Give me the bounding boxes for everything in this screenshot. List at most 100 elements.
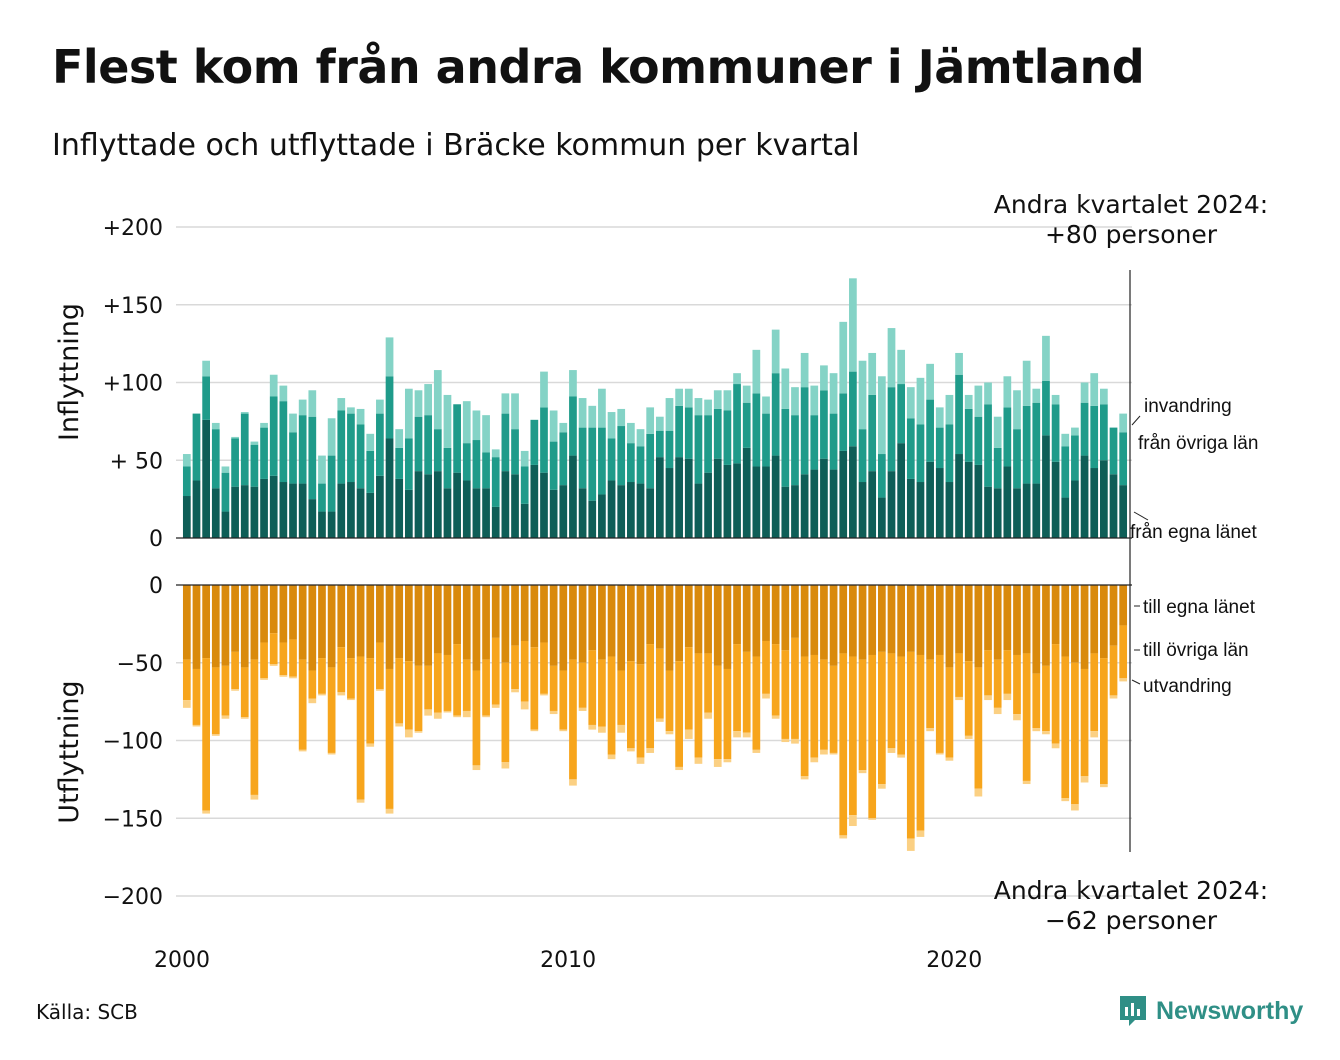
bar-in-immigration	[395, 429, 404, 448]
bar-out-other-counties	[791, 637, 799, 739]
bar-out-emigration	[742, 732, 751, 738]
bar-out-own-county	[849, 585, 857, 657]
bar-out-other-counties	[1022, 653, 1031, 781]
bar-out-other-counties	[318, 658, 326, 694]
bar-in-own-county	[897, 443, 906, 538]
bar-in-immigration	[684, 388, 693, 408]
bar-out-own-county	[810, 585, 819, 655]
bar-in-other-counties	[356, 424, 365, 489]
bar-out-own-county	[1003, 585, 1012, 651]
inflow-annotation-line1: Andra kvartalet 2024:	[994, 190, 1268, 219]
bar-in-other-counties	[1013, 429, 1021, 489]
newsworthy-icon	[1120, 996, 1146, 1026]
bar-out-other-counties	[414, 665, 423, 732]
bar-in-own-county	[655, 457, 664, 538]
bar-out-own-county	[414, 585, 423, 666]
bar-out-emigration	[887, 748, 896, 753]
bar-out-other-counties	[868, 654, 877, 819]
outflow-axis-title: Utflyttning	[54, 680, 85, 823]
bar-in-immigration	[443, 394, 452, 448]
bar-in-own-county	[849, 446, 857, 538]
bar-in-other-counties	[655, 430, 664, 458]
bar-out-other-counties	[404, 661, 413, 730]
bar-in-immigration	[318, 455, 326, 484]
bar-in-own-county	[887, 471, 896, 538]
bar-in-immigration	[1080, 382, 1089, 403]
bar-in-immigration	[231, 436, 239, 439]
bar-out-own-county	[723, 585, 732, 669]
bar-in-other-counties	[820, 390, 828, 459]
bar-out-emigration	[993, 707, 1002, 715]
bar-in-own-county	[491, 506, 500, 538]
bar-out-emigration	[684, 729, 693, 739]
bar-out-other-counties	[298, 659, 307, 750]
bar-out-emigration	[202, 810, 210, 814]
bar-in-immigration	[723, 390, 732, 411]
bar-out-other-counties	[472, 670, 481, 766]
bar-in-immigration	[935, 407, 944, 428]
axis-ticks: 0 + 50 +100 +150 +200 0 −50 −100 −150 −200 2000 201…	[103, 216, 983, 973]
bar-out-emigration	[877, 784, 886, 789]
bar-out-emigration	[559, 729, 568, 732]
y-tick-label: +100	[103, 372, 163, 397]
bar-in-other-counties	[607, 438, 616, 481]
bar-in-immigration	[1061, 433, 1070, 447]
bar-in-other-counties	[260, 427, 268, 479]
bar-out-emigration	[752, 749, 761, 753]
bar-in-other-counties	[182, 466, 191, 497]
bar-out-other-counties	[1119, 625, 1128, 679]
x-tick-label: 2020	[926, 948, 982, 973]
bar-in-own-county	[192, 480, 201, 538]
bar-in-immigration	[820, 365, 828, 391]
bar-out-other-counties	[984, 650, 992, 696]
bar-in-immigration	[1032, 388, 1041, 403]
bar-out-own-county	[1013, 585, 1021, 655]
bar-out-other-counties	[964, 661, 973, 736]
bar-in-immigration	[858, 360, 867, 430]
bar-in-own-county	[800, 474, 809, 538]
bar-in-other-counties	[240, 413, 249, 486]
bar-in-other-counties	[530, 419, 539, 465]
bar-out-other-counties	[1032, 673, 1041, 729]
bar-in-own-county	[974, 464, 983, 538]
bar-in-immigration	[298, 399, 307, 416]
bar-in-other-counties	[501, 413, 510, 472]
bar-in-own-county	[511, 474, 519, 538]
bar-out-own-county	[404, 585, 413, 662]
bar-out-emigration	[472, 765, 481, 771]
bar-out-other-counties	[569, 659, 577, 780]
bar-in-other-counties	[1022, 405, 1031, 484]
bar-out-emigration	[945, 757, 954, 761]
bar-out-emigration	[636, 757, 645, 764]
bar-in-other-counties	[1003, 407, 1012, 467]
bar-out-emigration	[347, 698, 355, 701]
bar-out-other-counties	[453, 644, 461, 716]
bar-in-other-counties	[337, 410, 346, 484]
bar-in-immigration	[1042, 335, 1050, 381]
bar-out-own-county	[945, 585, 954, 668]
bar-in-immigration	[800, 352, 809, 388]
bar-in-immigration	[202, 360, 210, 377]
bar-out-own-county	[771, 585, 780, 645]
bar-in-other-counties	[598, 427, 606, 495]
bar-out-own-county	[1071, 585, 1079, 663]
bar-in-other-counties	[906, 418, 915, 479]
bar-in-other-counties	[318, 483, 326, 512]
bar-in-immigration	[1013, 390, 1021, 430]
bar-in-immigration	[1051, 394, 1060, 405]
bar-in-own-county	[926, 461, 934, 538]
bar-in-immigration	[839, 321, 848, 394]
bar-out-emigration	[327, 752, 336, 755]
leader-fran-egna-lanet	[1133, 511, 1149, 521]
bar-in-other-counties	[202, 376, 210, 420]
bar-in-immigration	[742, 385, 751, 403]
bar-out-own-county	[1061, 585, 1070, 657]
bar-in-own-county	[627, 482, 635, 538]
bar-in-own-county	[221, 511, 230, 538]
bar-out-own-county	[820, 585, 828, 660]
bar-out-other-counties	[347, 658, 355, 699]
bar-out-emigration	[366, 743, 375, 747]
bar-out-own-county	[897, 585, 906, 657]
bar-in-own-county	[501, 471, 510, 538]
bar-in-immigration	[520, 450, 529, 467]
